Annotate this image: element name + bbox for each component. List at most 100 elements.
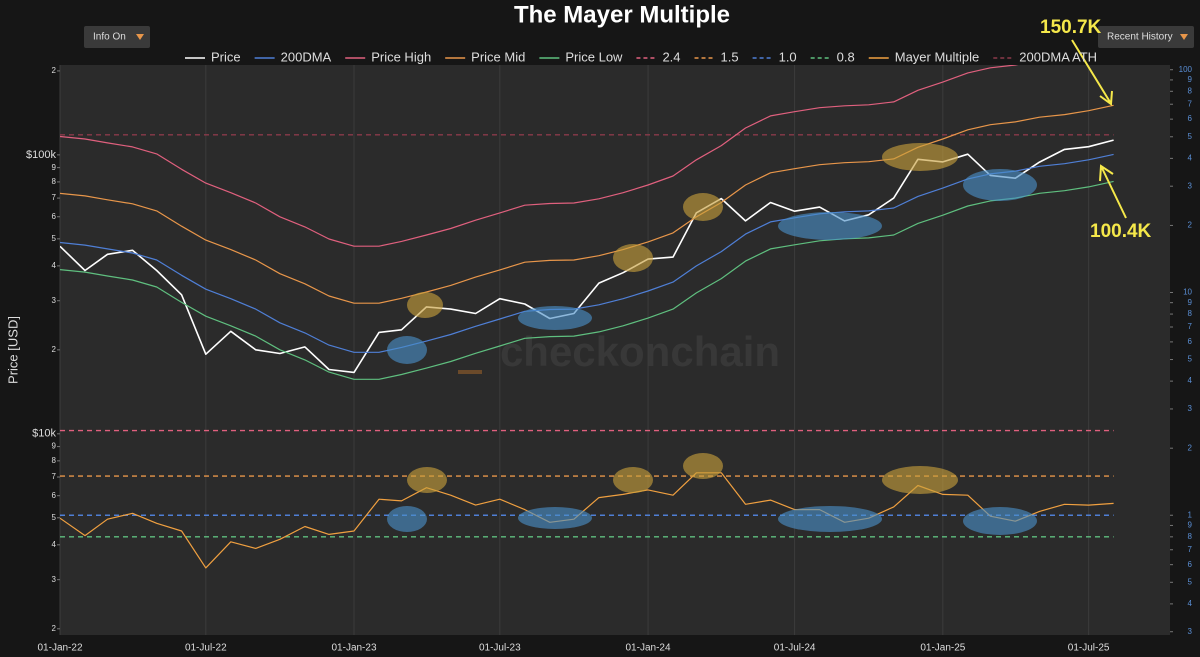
y-tick-label: 9 [52,442,57,451]
y2-tick-label: 4 [1188,376,1193,385]
x-tick-label: 01-Jan-24 [626,643,671,654]
y2-tick-label: 7 [1188,99,1193,108]
annotation-arrow [1099,164,1127,219]
legend-label: Price [211,49,241,64]
legend-label: 2.4 [662,49,680,64]
button-box[interactable] [84,26,150,48]
highlight [387,506,427,532]
legend-label: Price High [371,49,431,64]
legend-label: 200DMA ATH [1019,49,1097,64]
x-tick-label: 01-Jan-25 [920,643,965,654]
y-tick-label: $10k [32,428,56,440]
button-label[interactable]: Info On [93,32,126,43]
y2-tick-label: 1 [1188,510,1193,519]
highlight [882,143,958,171]
highlight [778,506,882,532]
plot-background [60,65,1170,635]
y2-tick-label: 6 [1188,560,1193,569]
x-tick-label: 01-Jul-22 [185,643,227,654]
y2-tick-label: 10 [1183,288,1192,297]
legend-label: Mayer Multiple [895,49,980,64]
highlights [387,143,1037,535]
x-tick-label: 01-Jul-25 [1068,643,1110,654]
x-tick-label: 01-Jul-24 [774,643,816,654]
legend-label: 1.0 [779,49,797,64]
watermark: checkonchain [500,328,780,375]
highlight [882,466,958,494]
y2-tick-label: 5 [1188,355,1193,364]
x-tick-label: 01-Jan-23 [331,643,376,654]
y-axis-label: Price [USD] [5,316,20,384]
y2-tick-label: 5 [1188,132,1193,141]
info-button[interactable]: Info On [84,26,150,48]
x-tick-label: 01-Jul-23 [479,643,521,654]
highlight [778,212,882,240]
y-tick-label: 3 [52,296,57,305]
y-tick-label: 7 [52,193,57,202]
watermark-logo [458,370,482,374]
dropdown-icon[interactable] [136,34,144,40]
y-tick-label: 8 [52,177,57,186]
y-tick-label: 4 [52,261,57,270]
y-tick-label: 7 [52,472,57,481]
y2-tick-label: 7 [1188,545,1193,554]
highlight [683,453,723,479]
legend-label: Price Low [565,49,623,64]
y-tick-label: 9 [52,163,57,172]
y-tick-label: 5 [52,234,57,243]
y2-tick-label: 3 [1188,627,1193,636]
highlight [613,244,653,272]
y2-tick-label: 8 [1188,309,1193,318]
series-line [60,153,1114,353]
y2-tick-label: 100 [1179,65,1193,74]
legend-label: 1.5 [721,49,739,64]
annotation: 100.4K [1090,221,1152,242]
y2-tick-label: 9 [1188,521,1193,530]
y-tick-label: 3 [52,575,57,584]
legend: Price 200DMA Price High Price Mid Price Low 2… [185,49,1097,64]
legend-label: 200DMA [281,49,332,64]
y2-tick-label: 3 [1188,404,1193,413]
y-tick-label: 5 [52,513,57,522]
button-label[interactable]: Recent History [1107,32,1173,43]
annotation-arrow [1071,39,1113,106]
grid: 01-Jan-22 01-Jul-22 01-Jan-23 01-Jul-23 01-J… [26,65,1193,654]
y2-tick-label: 7 [1188,322,1193,331]
highlight [963,507,1037,535]
y2-tick-label: 3 [1188,181,1193,190]
x-tick-label: 01-Jan-22 [37,643,82,654]
y-tick-label: 2 [52,345,57,354]
y-tick-label: $100k [26,149,56,161]
y2-tick-label: 6 [1188,337,1193,346]
series-line [60,65,1019,247]
y-tick-label: 8 [52,456,57,465]
y2-tick-label: 4 [1188,153,1193,162]
chart-title: The Mayer Multiple [514,1,730,28]
y2-tick-label: 6 [1188,114,1193,123]
series-line [60,472,1114,569]
y-tick-label: 4 [52,540,57,549]
y-tick-label: 2 [52,66,57,75]
y-tick-label: 2 [52,624,57,633]
highlight [518,507,592,529]
highlight [387,336,427,364]
highlight [963,169,1037,201]
highlight [683,193,723,221]
highlight [518,306,592,330]
history-button[interactable]: Recent History [1098,26,1194,48]
series-line [60,104,1114,304]
highlight [407,292,443,318]
annotation: 150.7K [1040,17,1102,38]
series-line [60,180,1114,380]
y2-tick-label: 2 [1188,221,1193,230]
y2-tick-label: 8 [1188,532,1193,541]
y2-tick-label: 9 [1188,298,1193,307]
y2-tick-label: 4 [1188,599,1193,608]
y2-tick-label: 5 [1188,577,1193,586]
highlight [613,467,653,493]
y-tick-label: 6 [52,212,57,221]
dropdown-icon[interactable] [1180,34,1188,40]
y2-tick-label: 8 [1188,86,1193,95]
button-box[interactable] [1098,26,1194,48]
